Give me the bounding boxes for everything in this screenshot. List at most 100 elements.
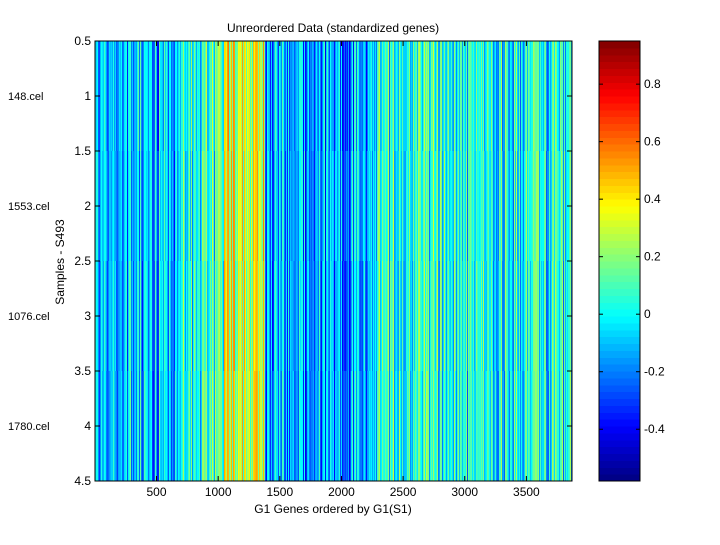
heatmap-cell xyxy=(151,151,153,262)
heatmap-cell xyxy=(238,371,240,482)
heatmap-cell xyxy=(486,261,488,372)
heatmap-cell xyxy=(222,41,224,152)
heatmap-cell xyxy=(212,151,214,262)
heatmap-cell xyxy=(229,371,231,482)
heatmap-cell xyxy=(182,371,184,482)
heatmap-cell xyxy=(101,41,103,152)
heatmap-cell xyxy=(103,371,105,482)
heatmap-cell xyxy=(123,41,125,152)
heatmap-cell xyxy=(466,151,468,262)
heatmap-cell xyxy=(235,41,237,152)
heatmap-cell xyxy=(148,41,150,152)
heatmap-cell xyxy=(458,371,460,482)
heatmap-cell xyxy=(300,371,302,482)
heatmap-cell xyxy=(276,41,278,152)
heatmap-cell xyxy=(319,151,321,262)
heatmap-cell xyxy=(189,41,191,152)
heatmap-cell xyxy=(250,371,252,482)
heatmap-cell xyxy=(258,261,260,372)
heatmap-cell xyxy=(341,371,343,482)
heatmap-cell xyxy=(524,41,526,152)
heatmap-cell xyxy=(547,261,549,372)
heatmap-cell xyxy=(486,41,488,152)
heatmap-cell xyxy=(371,151,373,262)
heatmap-cell xyxy=(254,371,256,482)
heatmap-cell xyxy=(355,371,357,482)
heatmap-cell xyxy=(435,41,437,152)
heatmap-cell xyxy=(514,151,516,262)
heatmap-cell xyxy=(158,261,160,372)
heatmap-cell xyxy=(323,151,325,262)
heatmap-cell xyxy=(109,371,111,482)
heatmap-cell xyxy=(232,261,234,372)
heatmap-cell xyxy=(263,41,265,152)
heatmap-cell xyxy=(539,371,541,482)
heatmap-cell xyxy=(167,371,169,482)
heatmap-cell xyxy=(180,151,182,262)
heatmap-cell xyxy=(244,41,246,152)
heatmap-cell xyxy=(158,151,160,262)
heatmap-cell xyxy=(488,261,490,372)
heatmap-cell xyxy=(354,371,356,482)
heatmap-cell xyxy=(468,151,470,262)
heatmap-cell xyxy=(294,261,296,372)
heatmap-cell xyxy=(198,151,200,262)
heatmap-cell xyxy=(554,371,556,482)
heatmap-cell xyxy=(312,151,314,262)
heatmap-cell xyxy=(234,151,236,262)
heatmap-cell xyxy=(445,151,447,262)
heatmap-cell xyxy=(253,41,255,152)
heatmap-cell xyxy=(440,371,442,482)
heatmap-cell xyxy=(171,151,173,262)
heatmap-cell xyxy=(152,41,154,152)
heatmap-cell xyxy=(480,151,482,262)
heatmap-cell xyxy=(349,151,351,262)
heatmap-cell xyxy=(256,261,258,372)
heatmap-cell xyxy=(440,41,442,152)
heatmap-cell xyxy=(241,41,243,152)
heatmap-cell xyxy=(159,41,161,152)
colorbar-swatch xyxy=(599,82,640,90)
heatmap-cell xyxy=(143,371,145,482)
heatmap-cell xyxy=(468,41,470,152)
heatmap-cell xyxy=(341,261,343,372)
heatmap-cell xyxy=(108,151,110,262)
heatmap-cell xyxy=(448,371,450,482)
heatmap-cell xyxy=(254,151,256,262)
heatmap-cell xyxy=(180,371,182,482)
heatmap-cell xyxy=(295,261,297,372)
heatmap-cell xyxy=(288,41,290,152)
heatmap-cell xyxy=(371,261,373,372)
heatmap-cell xyxy=(243,371,245,482)
heatmap-cell xyxy=(103,41,105,152)
heatmap-cell xyxy=(451,151,453,262)
heatmap-cell xyxy=(446,41,448,152)
colorbar-swatch xyxy=(599,89,640,97)
heatmap-cell xyxy=(130,261,132,372)
heatmap-cell xyxy=(226,371,228,482)
heatmap-cell xyxy=(315,151,317,262)
heatmap-cell xyxy=(351,371,353,482)
heatmap-cell xyxy=(314,371,316,482)
heatmap-cell xyxy=(242,151,244,262)
heatmap-cell xyxy=(244,151,246,262)
heatmap-cell xyxy=(332,261,334,372)
heatmap-cell xyxy=(554,41,556,152)
heatmap-cell xyxy=(512,151,514,262)
heatmap-cell xyxy=(128,41,130,152)
heatmap-cell xyxy=(559,261,561,372)
heatmap-cell xyxy=(237,151,239,262)
heatmap-cell xyxy=(218,261,220,372)
heatmap-cell xyxy=(343,151,345,262)
heatmap-cell xyxy=(194,151,196,262)
heatmap-cell xyxy=(176,261,178,372)
heatmap-cell xyxy=(236,151,238,262)
heatmap-cell xyxy=(393,151,395,262)
heatmap-cell xyxy=(304,261,306,372)
heatmap-cell xyxy=(261,371,263,482)
heatmap-cell xyxy=(122,261,124,372)
heatmap-cell xyxy=(468,371,470,482)
heatmap-cell xyxy=(242,371,244,482)
heatmap-cell xyxy=(101,151,103,262)
heatmap-cell xyxy=(202,371,204,482)
